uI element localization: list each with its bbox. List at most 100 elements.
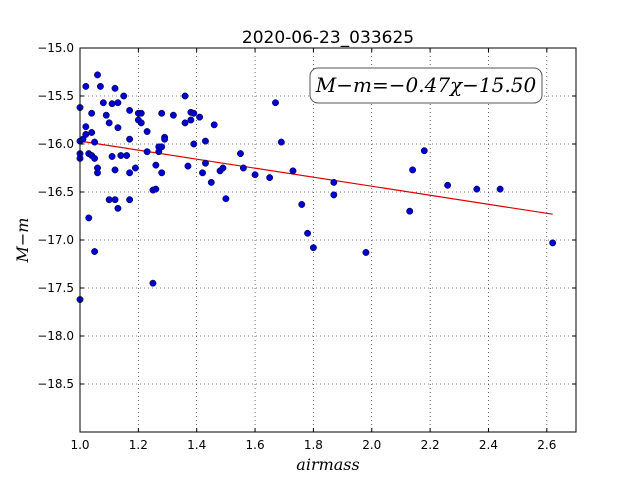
- data-point: [549, 239, 557, 247]
- data-point: [137, 119, 145, 127]
- y-tick-label: −16.0: [37, 137, 74, 151]
- data-point: [158, 109, 166, 117]
- data-point: [237, 150, 244, 158]
- data-point: [496, 185, 504, 193]
- data-point: [272, 99, 279, 107]
- data-point: [108, 153, 116, 160]
- data-point: [251, 171, 259, 179]
- data-point: [123, 152, 131, 159]
- data-point: [409, 166, 417, 174]
- data-point: [184, 162, 192, 170]
- y-tick-label: −17.0: [37, 233, 74, 247]
- data-point: [277, 138, 285, 146]
- data-point: [120, 92, 128, 100]
- x-tick-label: 2.4: [479, 438, 498, 452]
- y-tick-label: −15.5: [37, 89, 74, 103]
- data-point: [187, 116, 195, 124]
- data-point: [169, 111, 177, 119]
- data-point: [126, 135, 134, 143]
- fit-annotation-box: M−m=−0.47χ−15.50: [309, 67, 543, 104]
- data-point: [114, 124, 122, 132]
- data-point: [266, 174, 274, 182]
- x-tick-label: 1.4: [187, 438, 206, 452]
- data-point: [126, 106, 134, 114]
- data-point: [152, 161, 160, 169]
- x-tick-label: 2.2: [421, 438, 440, 452]
- data-point: [199, 169, 206, 177]
- data-point: [91, 248, 99, 255]
- y-tick-label: −18.5: [37, 377, 74, 391]
- data-point: [126, 169, 134, 177]
- x-tick-label: 1.2: [129, 438, 148, 452]
- y-tick-labels: −15.0 −15.5 −16.0 −16.5 −17.0 −17.5 −18.0 −18.5: [37, 41, 74, 391]
- data-point: [210, 121, 218, 129]
- data-point: [111, 84, 119, 92]
- data-point: [149, 279, 157, 287]
- data-point: [111, 166, 119, 174]
- y-tick-label: −18.0: [37, 329, 74, 343]
- data-point: [91, 138, 99, 146]
- data-point: [190, 109, 198, 117]
- x-tick-labels: 1.0 1.2 1.4 1.6 1.8 2.0 2.2 2.4 2.6: [70, 438, 556, 452]
- y-axis-label: M−m: [13, 218, 32, 264]
- grid: [79, 47, 576, 432]
- y-tick-label: −15.0: [37, 41, 74, 55]
- plot-area: [76, 47, 577, 433]
- data-points: [76, 71, 557, 303]
- data-point: [102, 111, 110, 119]
- chart-title: 2020-06-23_033625: [242, 28, 414, 48]
- x-tick-label: 1.8: [304, 438, 323, 452]
- x-tick-label: 2.0: [362, 438, 381, 452]
- annotation-frame: [309, 67, 543, 104]
- data-point: [298, 201, 306, 208]
- data-point: [117, 152, 125, 159]
- data-point: [91, 154, 99, 162]
- data-point: [202, 159, 209, 167]
- data-point: [85, 214, 93, 222]
- data-point: [207, 178, 215, 186]
- data-point: [82, 82, 90, 90]
- x-tick-label: 2.6: [537, 438, 556, 452]
- x-tick-label: 1.6: [246, 438, 265, 452]
- data-point: [143, 148, 151, 156]
- data-point: [181, 92, 189, 100]
- fit-equation: M−m=−0.47χ−15.50: [315, 73, 537, 97]
- data-point: [105, 196, 113, 204]
- data-point: [88, 109, 96, 117]
- y-tick-label: −17.5: [37, 281, 74, 295]
- data-point: [82, 130, 90, 138]
- data-point: [406, 207, 414, 215]
- data-point: [309, 244, 317, 252]
- data-point: [158, 169, 166, 177]
- data-point: [289, 167, 297, 175]
- data-point: [330, 178, 338, 186]
- data-point: [114, 99, 122, 107]
- data-point: [444, 181, 452, 189]
- data-point: [330, 191, 338, 199]
- axis-ticks: [79, 47, 576, 432]
- data-point: [111, 196, 119, 204]
- data-point: [161, 135, 169, 143]
- data-point: [420, 147, 428, 155]
- data-point: [158, 143, 166, 151]
- data-point: [473, 185, 481, 193]
- y-tick-label: −16.5: [37, 185, 74, 199]
- data-point: [222, 195, 230, 203]
- x-tick-label: 1.0: [70, 438, 89, 452]
- data-point: [181, 119, 189, 127]
- data-point: [137, 109, 145, 117]
- data-point: [94, 164, 101, 172]
- data-point: [190, 140, 198, 148]
- data-point: [143, 128, 151, 135]
- data-point: [126, 196, 134, 204]
- data-point: [219, 164, 227, 172]
- data-point: [196, 113, 204, 121]
- data-point: [88, 129, 96, 136]
- data-point: [94, 71, 101, 79]
- data-point: [114, 204, 122, 212]
- data-point: [152, 185, 160, 193]
- data-point: [362, 249, 370, 256]
- x-axis-label: airmass: [296, 455, 359, 474]
- data-point: [239, 164, 247, 172]
